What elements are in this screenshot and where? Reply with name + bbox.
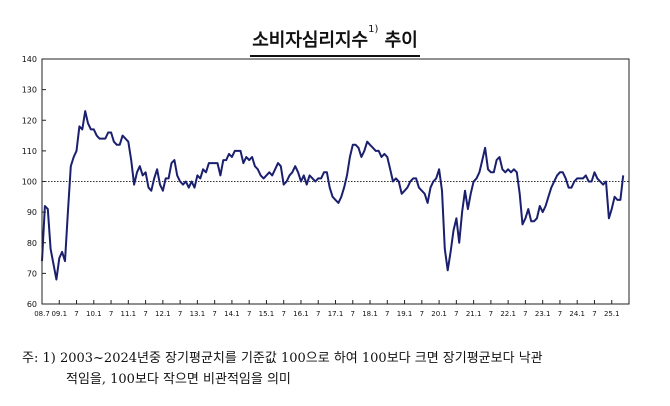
- x-tick-label: 20.1: [431, 310, 447, 318]
- y-tick-label: 110: [22, 147, 37, 156]
- x-tick-label: 14.1: [224, 310, 240, 318]
- y-tick-label: 100: [22, 178, 37, 187]
- x-tick-label: 10.1: [86, 310, 102, 318]
- x-tick-label: 7: [385, 310, 389, 318]
- line-chart: 60 70 80 90 100 110 120 130 140 08.7 09.1 7 10.1 7 11…: [0, 0, 670, 330]
- x-tick-label: 22.1: [500, 310, 516, 318]
- x-tick-label: 11.1: [121, 310, 137, 318]
- x-tick-label: 7: [109, 310, 113, 318]
- footnote-line-1: 주: 1) 2003~2024년중 장기평균치를 기준값 100으로 하여 10…: [22, 348, 543, 369]
- y-tick-label: 90: [27, 208, 37, 217]
- series-group: [42, 111, 623, 279]
- x-tick-label: 7: [74, 310, 78, 318]
- x-tick-label: 18.1: [362, 310, 378, 318]
- x-tick-label: 09.1: [51, 310, 67, 318]
- footnote: 주: 1) 2003~2024년중 장기평균치를 기준값 100으로 하여 10…: [22, 348, 543, 390]
- x-tick-label: 15.1: [259, 310, 275, 318]
- x-tick-label: 7: [281, 310, 285, 318]
- y-tick-label: 140: [22, 55, 37, 64]
- y-tick-label: 130: [22, 86, 37, 95]
- x-tick-label: 7: [351, 310, 355, 318]
- x-tick-label: 7: [489, 310, 493, 318]
- x-tick-label: 23.1: [535, 310, 551, 318]
- x-tick-label: 25.1: [604, 310, 620, 318]
- series-line: [42, 111, 623, 279]
- x-tick-label: 12.1: [155, 310, 171, 318]
- x-tick-label: 7: [316, 310, 320, 318]
- x-tick-label: 7: [420, 310, 424, 318]
- x-tick-label: 7: [454, 310, 458, 318]
- x-tick-label: 24.1: [569, 310, 585, 318]
- x-tick-label: 7: [523, 310, 527, 318]
- y-tick-label: 120: [22, 116, 37, 125]
- x-tick-label: 7: [143, 310, 147, 318]
- x-tick-label: 7: [178, 310, 182, 318]
- x-tick-label: 7: [592, 310, 596, 318]
- y-tick-label: 70: [27, 269, 37, 278]
- x-tick-label: 7: [558, 310, 562, 318]
- x-tick-label: 13.1: [190, 310, 206, 318]
- y-tick-label: 60: [27, 300, 37, 309]
- x-tick-label: 17.1: [328, 310, 344, 318]
- x-tick-label: 21.1: [466, 310, 482, 318]
- x-tick-label: 7: [247, 310, 251, 318]
- footnote-line-2: 적임을, 100보다 작으면 비관적임을 의미: [22, 369, 543, 390]
- x-tick-label: 7: [212, 310, 216, 318]
- x-axis: 08.7 09.1 7 10.1 7 11.1 7 12.1 7 13.1 7 14.1 7 15.1 7 1…: [34, 300, 619, 318]
- x-tick-label: 19.1: [397, 310, 413, 318]
- y-tick-label: 80: [27, 239, 37, 248]
- x-tick-label: 16.1: [293, 310, 309, 318]
- x-tick-label: 08.7: [34, 310, 50, 318]
